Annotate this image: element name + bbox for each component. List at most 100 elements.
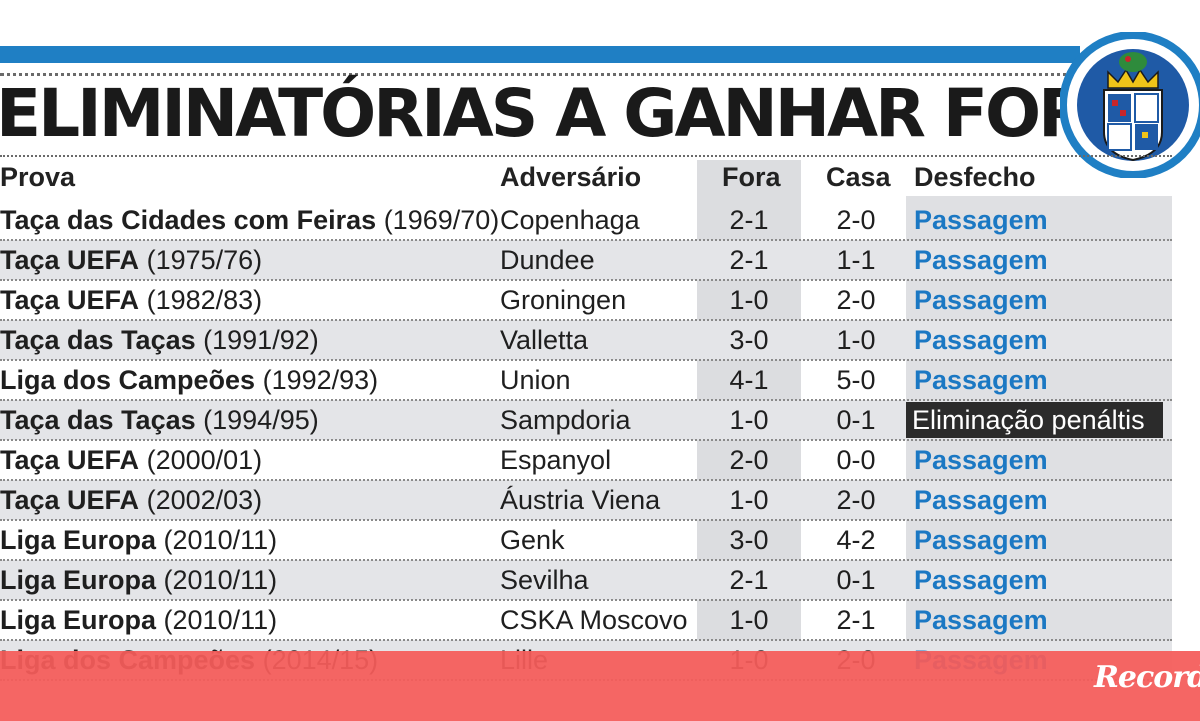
opponent-cell: Valletta [500,325,589,355]
season: (1992/93) [262,365,379,395]
outcome-cell: Passagem [914,365,1048,395]
outcome-cell: Passagem [914,245,1048,275]
row-divider [0,559,1172,561]
outcome-cell: Passagem [914,525,1048,555]
row-divider [0,439,1172,441]
header-adversario: Adversário [500,162,642,192]
table-row-prova: Liga Europa (2010/11) [0,560,277,600]
season: (2010/11) [163,565,278,595]
season: (2000/01) [146,445,263,475]
casa-score-cell: 4-2 [836,525,876,555]
row-divider [0,239,1172,241]
row-divider [0,319,1172,321]
outcome-cell: Passagem [914,445,1048,475]
season: (2010/11) [163,605,278,635]
header-fora: Fora [722,162,781,192]
fora-score-cell: 2-1 [729,205,769,235]
table-row-prova: Taça das Taças (1994/95) [0,400,319,440]
competition-name: Taça UEFA [0,245,140,275]
competition-name: Taça das Taças [0,405,196,435]
fora-score-cell: 2-1 [729,565,769,595]
table-row-prova: Liga dos Campeões (1992/93) [0,360,378,400]
fora-score-cell: 1-0 [729,605,769,635]
header-prova: Prova [0,162,76,192]
table-row-prova: Taça UEFA (1982/83) [0,280,262,320]
outcome-cell: Passagem [914,605,1048,635]
club-crest-icon [1060,32,1200,178]
header-blue-bar [0,46,1080,63]
outcome-cell: Eliminação penáltis [906,402,1163,438]
season: (1982/83) [146,285,263,315]
table-row-prova: Taça UEFA (1975/76) [0,240,262,280]
opponent-cell: Union [500,365,571,395]
table-row-prova: Liga Europa (2010/11) [0,520,277,560]
season: (2002/03) [146,485,263,515]
outcome-cell: Passagem [914,485,1048,515]
table-row-prova: Liga Europa (2010/11) [0,600,277,640]
row-divider [0,519,1172,521]
row-divider [0,479,1172,481]
row-divider [0,359,1172,361]
competition-name: Taça UEFA [0,445,140,475]
season: (1975/76) [146,245,263,275]
opponent-cell: Áustria Viena [500,485,661,515]
competition-name: Liga dos Campeões [0,365,256,395]
row-divider [0,639,1172,641]
casa-score-cell: 2-0 [836,205,876,235]
header-divider [0,155,1172,157]
season: (2010/11) [163,525,278,555]
casa-score-cell: 2-0 [836,485,876,515]
fora-score-cell: 1-0 [729,285,769,315]
casa-score-cell: 2-0 [836,285,876,315]
casa-score-cell: 5-0 [836,365,876,395]
row-shade [0,480,1172,520]
record-logo: Record [1094,660,1200,695]
table-row-prova: Taça das Taças (1991/92) [0,320,319,360]
casa-score-cell: 1-1 [836,245,876,275]
page-title: ELIMINATÓRIAS A GANHAR FORA [0,75,1137,152]
outcome-cell: Passagem [914,285,1048,315]
competition-name: Taça UEFA [0,485,140,515]
competition-name: Liga Europa [0,525,157,555]
outcome-cell: Passagem [914,205,1048,235]
row-shade [0,560,1172,600]
opponent-cell: Sampdoria [500,405,631,435]
competition-name: Liga Europa [0,565,157,595]
opponent-cell: Dundee [500,245,595,275]
opponent-cell: CSKA Moscovo [500,605,688,635]
footer-banner [0,651,1200,721]
casa-score-cell: 0-1 [836,405,876,435]
opponent-cell: Espanyol [500,445,612,475]
opponent-cell: Copenhaga [500,205,640,235]
casa-score-cell: 0-1 [836,565,876,595]
fora-score-cell: 3-0 [729,325,769,355]
outcome-cell: Passagem [914,565,1048,595]
fora-score-cell: 4-1 [729,365,769,395]
casa-score-cell: 1-0 [836,325,876,355]
fora-score-cell: 1-0 [729,485,769,515]
table-row-prova: Taça UEFA (2002/03) [0,480,262,520]
header-desfecho: Desfecho [914,162,1036,192]
competition-name: Taça das Taças [0,325,196,355]
fora-score-cell: 3-0 [729,525,769,555]
table-row-prova: Taça das Cidades com Feiras (1969/70) [0,200,499,240]
row-divider [0,279,1172,281]
row-shade [0,240,1172,280]
row-divider [0,599,1172,601]
season: (1994/95) [203,405,319,435]
casa-score-cell: 0-0 [836,445,876,475]
competition-name: Taça UEFA [0,285,140,315]
season: (1991/92) [203,325,319,355]
fora-score-cell: 1-0 [729,405,769,435]
opponent-cell: Genk [500,525,565,555]
table-row-prova: Taça UEFA (2000/01) [0,440,262,480]
season: (1969/70) [383,205,500,235]
casa-score-cell: 2-1 [836,605,876,635]
outcome-cell: Passagem [914,325,1048,355]
fora-score-cell: 2-1 [729,245,769,275]
title-top-divider [0,73,1080,76]
competition-name: Taça das Cidades com Feiras [0,205,377,235]
competition-name: Liga Europa [0,605,157,635]
row-shade [0,320,1172,360]
